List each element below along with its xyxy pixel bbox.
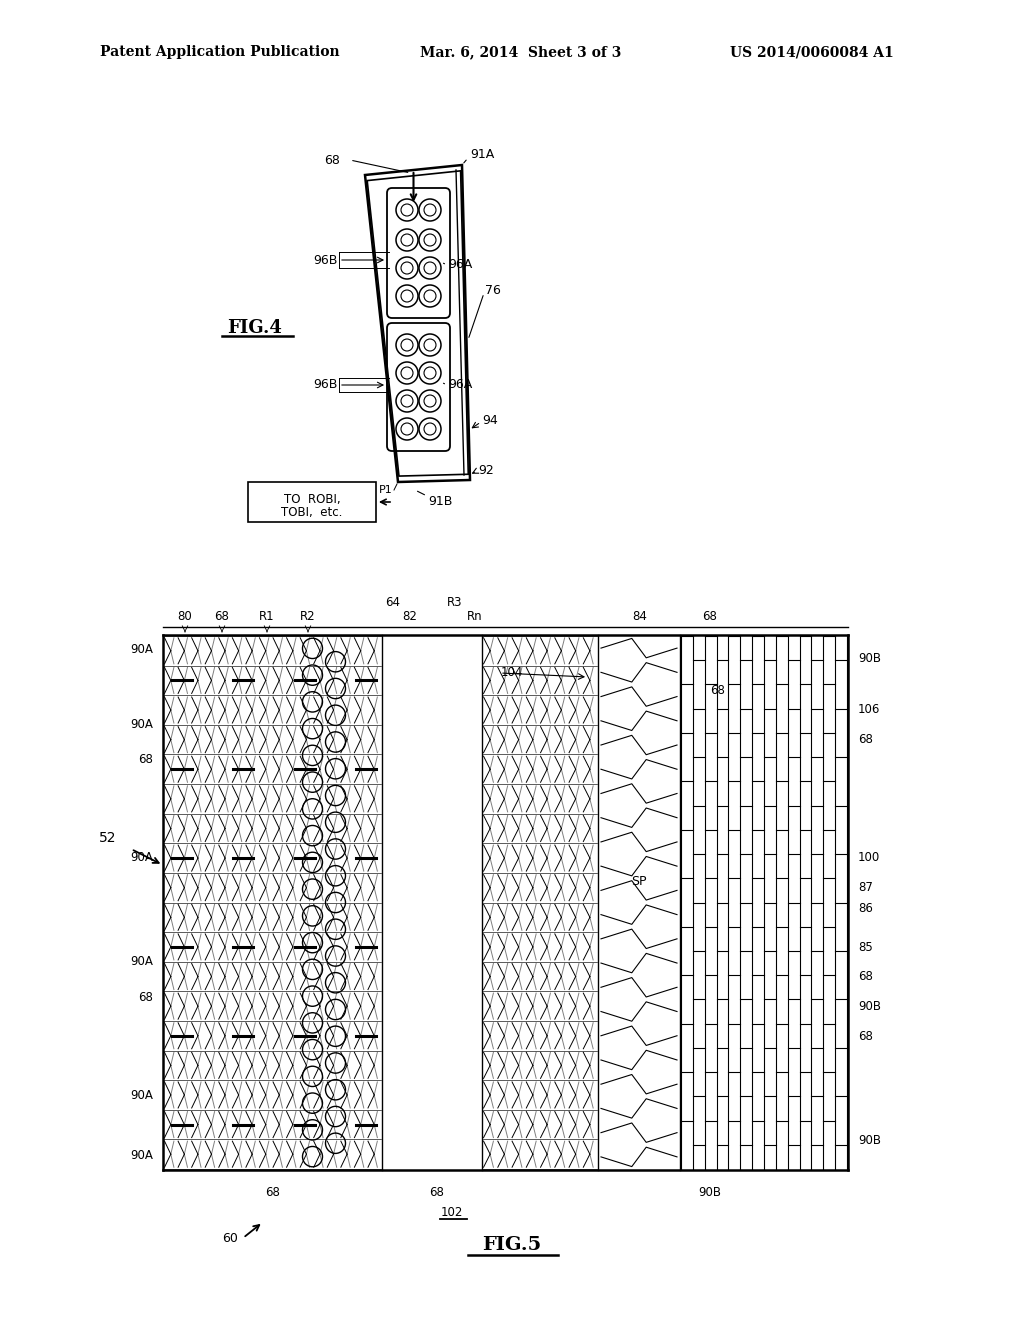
Text: R1: R1	[259, 610, 274, 623]
Text: 100: 100	[858, 851, 881, 865]
Text: 68: 68	[702, 610, 718, 623]
Text: 94: 94	[482, 413, 498, 426]
Text: FIG.4: FIG.4	[227, 319, 283, 337]
Text: TO  ROBI,: TO ROBI,	[284, 492, 340, 506]
Text: 90B: 90B	[858, 652, 881, 665]
Text: 68: 68	[710, 684, 725, 697]
Text: 76: 76	[485, 284, 501, 297]
Text: SP: SP	[631, 875, 647, 887]
Text: Patent Application Publication: Patent Application Publication	[100, 45, 340, 59]
Text: 90A: 90A	[130, 718, 153, 731]
Text: 82: 82	[402, 610, 418, 623]
Text: 68: 68	[215, 610, 229, 623]
Text: TOBI,  etc.: TOBI, etc.	[282, 506, 343, 519]
Text: 68: 68	[325, 153, 340, 166]
Text: P1: P1	[379, 484, 393, 495]
Text: 91B: 91B	[428, 495, 453, 508]
Bar	[248, 482, 376, 521]
Text: 86: 86	[858, 902, 872, 915]
Text: 68: 68	[858, 1030, 872, 1043]
Text: 68: 68	[138, 754, 153, 767]
Text: 91A: 91A	[470, 149, 495, 161]
Text: 80: 80	[177, 610, 193, 623]
Text: 90A: 90A	[130, 1148, 153, 1162]
Text: 96B: 96B	[313, 253, 338, 267]
Text: 68: 68	[858, 733, 872, 746]
Text: 52: 52	[99, 832, 117, 845]
Text: 68: 68	[858, 970, 872, 983]
Text: 96A: 96A	[449, 259, 472, 272]
Text: 92: 92	[478, 463, 494, 477]
Text: 60: 60	[222, 1232, 238, 1245]
Text: R2: R2	[300, 610, 315, 623]
Text: 104: 104	[501, 667, 523, 680]
Text: 90A: 90A	[130, 851, 153, 865]
Text: 85: 85	[858, 941, 872, 953]
Text: 90B: 90B	[858, 1134, 881, 1147]
Text: 90B: 90B	[858, 1001, 881, 1012]
Text: FIG.5: FIG.5	[482, 1236, 542, 1254]
Text: R3: R3	[447, 597, 463, 610]
Text: 102: 102	[440, 1206, 463, 1218]
Text: Rn: Rn	[467, 610, 482, 623]
Text: 90B: 90B	[698, 1185, 722, 1199]
Text: 90A: 90A	[130, 1089, 153, 1102]
Text: 68: 68	[138, 991, 153, 1005]
Text: 96B: 96B	[313, 379, 338, 392]
Text: 68: 68	[429, 1185, 444, 1199]
Text: 90A: 90A	[130, 643, 153, 656]
Text: 106: 106	[858, 702, 881, 715]
Text: Mar. 6, 2014  Sheet 3 of 3: Mar. 6, 2014 Sheet 3 of 3	[420, 45, 622, 59]
Text: 64: 64	[385, 597, 400, 610]
Text: 96A: 96A	[449, 379, 472, 392]
Text: 68: 68	[265, 1185, 280, 1199]
Text: 87: 87	[858, 882, 872, 894]
Text: US 2014/0060084 A1: US 2014/0060084 A1	[730, 45, 894, 59]
Text: 84: 84	[633, 610, 647, 623]
Text: 90A: 90A	[130, 956, 153, 969]
